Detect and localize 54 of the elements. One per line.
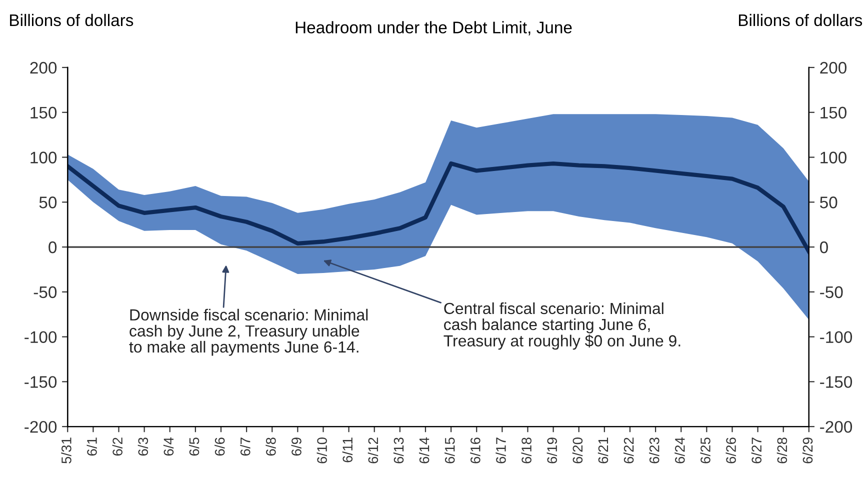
y-tick-label: 50 [39,196,57,208]
x-tick-label: 6/25 [700,438,710,464]
y-axis-title: Billions of dollars [10,14,134,26]
x-tick-label: 6/17 [496,438,506,464]
x-tick-label: 6/16 [470,438,480,464]
x-tick-label: 6/21 [598,438,608,464]
y-tick-label: 150 [30,106,57,119]
x-tick-label: 6/8 [266,438,276,456]
x-tick-label: 6/9 [291,438,302,456]
y2-tick-label: -150 [820,376,852,388]
x-tick-label: 6/26 [726,438,736,464]
x-tick-label: 6/18 [521,438,532,464]
x-tick-label: 6/29 [802,438,813,464]
y2-tick-label: 50 [820,196,838,208]
x-tick-label: 6/7 [240,438,250,456]
x-tick-label: 6/5 [188,438,200,456]
x-tick-label: 5/31 [61,438,72,464]
x-tick-label: 6/19 [546,438,558,464]
x-tick-label: 6/27 [751,438,762,464]
y-tick-label: 100 [30,152,57,164]
y2-tick-label: 150 [820,106,846,119]
annotation: Downside fiscal scenario: Minimal cash by June 2, Treasury unable to make all payments June 6-14. [129,308,368,356]
x-tick-label: 6/20 [572,438,583,464]
x-tick-label: 6/13 [393,438,404,464]
x-tick-label: 6/23 [649,438,660,464]
y2-tick-label: -100 [820,331,852,343]
y2-tick-label: 0 [820,241,828,254]
y-tick-label: 0 [48,241,57,254]
x-tick-label: 6/1 [86,438,97,456]
y-tick-label: -100 [24,331,57,343]
y2-tick-label: -200 [820,420,852,433]
y-tick-label: -200 [24,420,57,433]
x-tick-label: 6/3 [138,438,148,456]
y-tick-label: -150 [24,376,57,388]
x-tick-label: 6/22 [624,438,634,464]
line-series [68,161,809,254]
y-tick-label: -50 [34,286,57,298]
annotation: Central fiscal scenario: Minimal cash balance starting June 6, Treasury at roughly $0 on June 9. [444,302,680,350]
x-tick-label: 6/6 [214,438,225,456]
chart-title: Headroom under the Debt Limit, June [296,21,572,36]
x-tick-label: 6/10 [316,438,327,464]
x-tick-label: 6/15 [444,438,455,464]
x-tick-label: 6/24 [674,437,685,464]
y-tick-label: 200 [30,62,57,74]
y2-axis-title: Billions of dollars [738,14,862,26]
x-tick-label: 6/4 [163,437,174,456]
x-tick-label: 6/2 [112,438,122,456]
y2-tick-label: 100 [820,152,846,164]
x-tick-label: 6/11 [342,438,353,462]
x-tick-label: 6/28 [776,438,788,464]
y2-tick-label: 200 [820,62,846,74]
y2-tick-label: -50 [820,286,843,298]
x-tick-label: 6/14 [419,437,430,464]
x-tick-label: 6/12 [368,438,378,464]
